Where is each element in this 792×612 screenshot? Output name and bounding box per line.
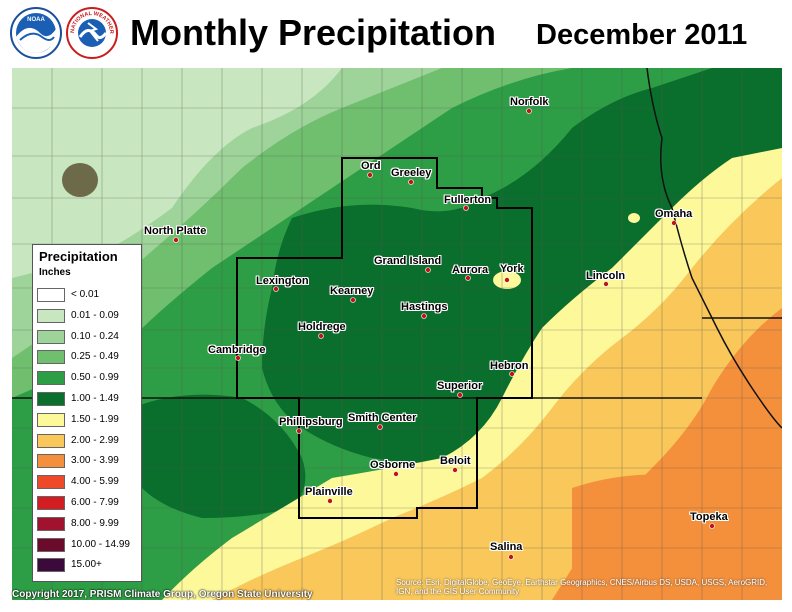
city-ord: Ord (361, 160, 381, 172)
copyright-text: Copyright 2017, PRISM Climate Group, Ore… (12, 589, 313, 600)
legend-swatch (37, 558, 65, 573)
legend-title: Precipitation (39, 249, 118, 264)
city-york: York (500, 263, 524, 275)
legend-swatch (37, 308, 65, 323)
legend-item: 1.00 - 1.49 (37, 391, 137, 408)
precipitation-map-graphic (12, 68, 782, 600)
city-lincoln: Lincoln (586, 270, 626, 282)
legend-label: 4.00 - 5.99 (71, 476, 119, 488)
city-osborne: Osborne (370, 459, 416, 471)
city-kearney: Kearney (330, 285, 374, 297)
legend-swatch (37, 433, 65, 448)
legend-item: 0.50 - 0.99 (37, 370, 137, 387)
city-omaha: Omaha (655, 208, 693, 220)
legend-swatch (37, 496, 65, 510)
legend-label: 0.01 - 0.09 (71, 309, 119, 321)
noaa-logo-icon: NOAA (10, 7, 62, 59)
city-superior: Superior (437, 380, 483, 392)
legend-item: 6.00 - 7.99 (37, 495, 137, 512)
legend-item: 15.00+ (37, 557, 137, 574)
patch-omaha (628, 213, 640, 223)
legend-swatch (37, 371, 65, 386)
noaa-logo-text: NOAA (27, 17, 45, 23)
city-hebron: Hebron (490, 360, 529, 372)
zone-0.01-0.09 (12, 68, 342, 278)
legend-item: 2.00 - 2.99 (37, 433, 137, 450)
legend-label: 3.00 - 3.99 (71, 455, 119, 467)
city-fullerton: Fullerton (444, 194, 492, 206)
legend-label: 15.00+ (71, 559, 102, 571)
legend-units: Inches (39, 267, 71, 278)
header: NOAA NATIONAL WEATHER SERVICE Monthly Pr… (0, 0, 792, 66)
legend-label: 8.00 - 9.99 (71, 517, 119, 529)
map-date: December 2011 (536, 19, 748, 51)
precipitation-map: Norfolk Ord Greeley Fullerton North Plat… (12, 68, 782, 600)
zone-1.00-1.49 (262, 68, 782, 463)
city-smith-center: Smith Center (348, 412, 417, 424)
city-hastings: Hastings (401, 301, 448, 313)
city-topeka: Topeka (690, 511, 728, 523)
terrain-blob (62, 163, 98, 197)
city-aurora: Aurora (452, 264, 489, 276)
legend-item: 4.00 - 5.99 (37, 474, 137, 491)
study-region-outline (236, 157, 533, 519)
city-salina: Salina (490, 541, 523, 553)
legend-swatch (37, 392, 65, 406)
city-lexington: Lexington (256, 275, 309, 287)
legend-swatch (37, 537, 65, 552)
city-beloit: Beloit (440, 455, 471, 467)
legend-item: 3.00 - 3.99 (37, 453, 137, 470)
legend-swatch (37, 288, 65, 302)
legend-item: 10.00 - 14.99 (37, 537, 137, 554)
zone-3.00-3.99-s (572, 474, 782, 600)
legend-item: 8.00 - 9.99 (37, 516, 137, 533)
zone-1.00-1.49-sw (128, 394, 306, 518)
legend-swatch (37, 350, 65, 365)
legend-label: 0.50 - 0.99 (71, 372, 119, 384)
city-phillipsburg: Phillipsburg (279, 416, 343, 428)
legend-label: 2.00 - 2.99 (71, 434, 119, 446)
legend-label: 1.00 - 1.49 (71, 393, 119, 404)
legend-item: 0.01 - 0.09 (37, 308, 137, 325)
city-greeley: Greeley (391, 167, 432, 179)
legend-item: 0.25 - 0.49 (37, 349, 137, 366)
legend-label: 0.25 - 0.49 (71, 351, 119, 363)
city-cambridge: Cambridge (208, 344, 266, 356)
legend-swatch (37, 454, 65, 469)
city-norfolk: Norfolk (510, 96, 549, 108)
legend-label: 10.00 - 14.99 (71, 538, 130, 550)
city-holdrege: Holdrege (298, 321, 346, 333)
legend-label: 6.00 - 7.99 (71, 497, 119, 508)
map-title: Monthly Precipitation (130, 12, 497, 53)
legend-label: 1.50 - 1.99 (71, 413, 119, 425)
legend-swatch (37, 516, 65, 531)
legend-swatch (37, 329, 65, 344)
national-weather-service-logo-icon: NATIONAL WEATHER SERVICE (66, 7, 118, 59)
legend: Precipitation Inches < 0.01 0.01 - 0.09 0.… (32, 244, 142, 582)
legend-item: 1.50 - 1.99 (37, 412, 137, 429)
legend-swatch (37, 475, 65, 490)
legend-swatch (37, 412, 65, 427)
city-plainville: Plainville (305, 486, 353, 498)
city-north-platte: North Platte (144, 225, 207, 237)
legend-label: 0.10 - 0.24 (71, 330, 119, 342)
source-attribution: Source: Esri, DigitalGlobe, GeoEye, Eart… (396, 578, 768, 596)
legend-item: 0.10 - 0.24 (37, 329, 137, 346)
legend-item: < 0.01 (37, 287, 137, 304)
legend-label: < 0.01 (71, 289, 100, 300)
city-grand-island: Grand Island (374, 255, 442, 267)
